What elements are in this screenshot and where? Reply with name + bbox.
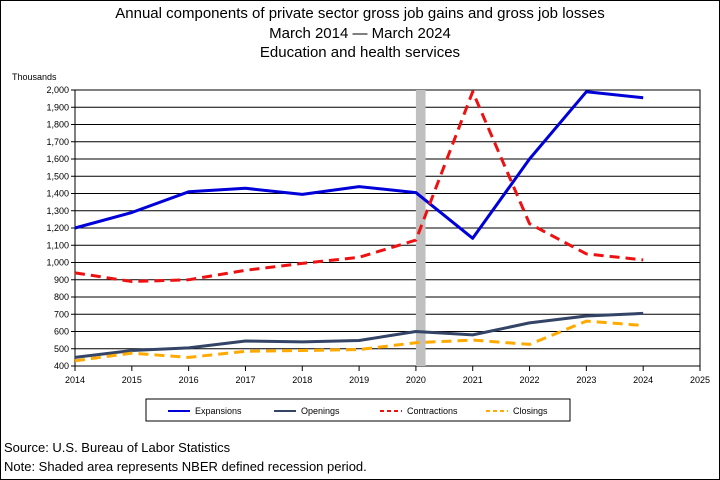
y-tick-label: 1,600	[46, 154, 69, 164]
y-tick-label: 1,000	[46, 258, 69, 268]
y-tick-label: 900	[54, 275, 69, 285]
recession-note: Note: Shaded area represents NBER define…	[4, 459, 367, 474]
x-tick-label: 2017	[235, 375, 255, 385]
y-axis-label: Thousands	[12, 72, 57, 82]
y-tick-label: 1,700	[46, 137, 69, 147]
x-tick-label: 2024	[633, 375, 653, 385]
chart-title: Annual components of private sector gros…	[115, 5, 605, 22]
legend	[145, 398, 571, 422]
y-tick-label: 1,900	[46, 102, 69, 112]
y-tick-label: 400	[54, 361, 69, 371]
source-note: Source: U.S. Bureau of Labor Statistics	[4, 440, 231, 455]
x-tick-label: 2023	[576, 375, 596, 385]
y-tick-label: 800	[54, 292, 69, 302]
x-tick-label: 2015	[122, 375, 142, 385]
series-line-openings	[74, 311, 644, 359]
y-tick-label: 500	[54, 344, 69, 354]
y-tick-label: 1,100	[46, 240, 69, 250]
y-tick-label: 600	[54, 327, 69, 337]
y-tick-label: 1,300	[46, 206, 69, 216]
legend-label-closings: Closings	[513, 406, 548, 416]
legend-label-openings: Openings	[301, 406, 340, 416]
x-tick-label: 2021	[463, 375, 483, 385]
y-tick-label: 700	[54, 309, 69, 319]
x-tick-label: 2020	[406, 375, 426, 385]
x-tick-label: 2019	[349, 375, 369, 385]
y-tick-label: 1,200	[46, 223, 69, 233]
y-tick-label: 1,500	[46, 171, 69, 181]
legend-label-expansions: Expansions	[195, 406, 242, 416]
y-tick-label: 2,000	[46, 85, 69, 95]
y-tick-label: 1,400	[46, 189, 69, 199]
x-tick-label: 2025	[690, 375, 710, 385]
x-tick-label: 2022	[520, 375, 540, 385]
chart-subtitle-industry: Education and health services	[259, 44, 461, 61]
x-tick-label: 2014	[65, 375, 85, 385]
x-tick-label: 2018	[292, 375, 312, 385]
chart-subtitle-period: March 2014 — March 2024	[269, 25, 451, 42]
legend-label-contractions: Contractions	[407, 406, 458, 416]
x-tick-label: 2016	[179, 375, 199, 385]
y-tick-label: 1,800	[46, 120, 69, 130]
